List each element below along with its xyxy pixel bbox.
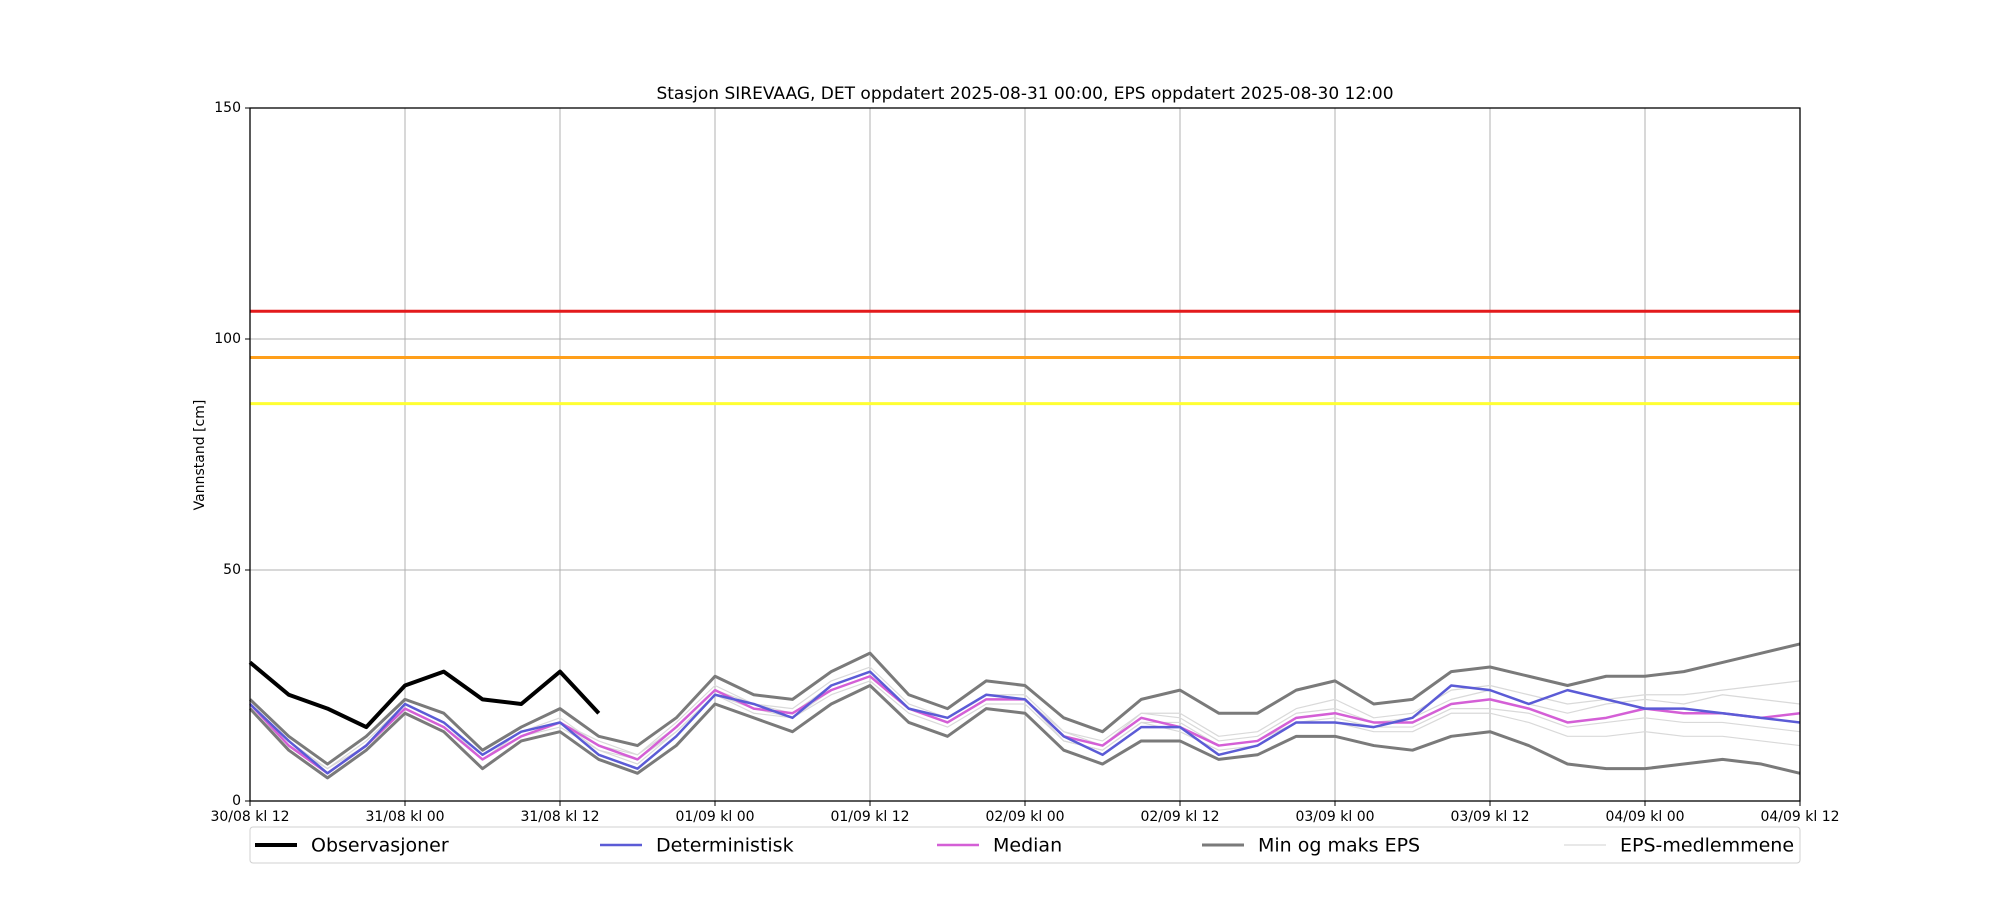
y-tick-label: 0 (232, 793, 241, 809)
y-tick-label: 100 (214, 331, 241, 347)
plot-area (248, 309, 1801, 780)
legend-label: Min og maks EPS (1258, 835, 1420, 857)
y-axis-label: Vannstand [cm] (192, 400, 208, 511)
x-tick-label: 31/08 kl 00 (365, 809, 444, 825)
grid: 0 50 100 150 30/08 kl 12 31/08 kl 00 31/08 kl … (210, 100, 1839, 825)
y-tick-label: 50 (223, 562, 241, 578)
legend-label: Deterministisk (656, 835, 794, 857)
x-tick-label: 01/09 kl 12 (830, 809, 909, 825)
x-tick-label: 03/09 kl 00 (1295, 809, 1374, 825)
x-tick-label: 31/08 kl 12 (520, 809, 599, 825)
legend-entries: Observasjoner Deterministisk Median Min og … (255, 835, 1794, 857)
legend-label: EPS-medlemmene (1620, 835, 1794, 857)
y-tick-label: 150 (214, 100, 241, 116)
series-line (249, 670, 1801, 775)
legend-label: Median (993, 835, 1062, 857)
x-tick-label: 04/09 kl 00 (1605, 809, 1684, 825)
axes-frame (249, 107, 1801, 802)
x-tick-label: 01/09 kl 00 (675, 809, 754, 825)
series-line (248, 660, 601, 730)
x-tick-label: 03/09 kl 12 (1450, 809, 1529, 825)
min-line (248, 684, 1801, 780)
chart-title: Stasjon SIREVAAG, DET oppdatert 2025-08-… (656, 84, 1393, 104)
x-tick-label: 30/08 kl 12 (210, 809, 289, 825)
x-tick-label: 04/09 kl 12 (1760, 809, 1839, 825)
x-tick-label: 02/09 kl 12 (1140, 809, 1219, 825)
x-tick-label: 02/09 kl 00 (985, 809, 1064, 825)
legend-label: Observasjoner (311, 835, 449, 857)
legend (249, 826, 1801, 864)
max-line (248, 642, 1801, 766)
